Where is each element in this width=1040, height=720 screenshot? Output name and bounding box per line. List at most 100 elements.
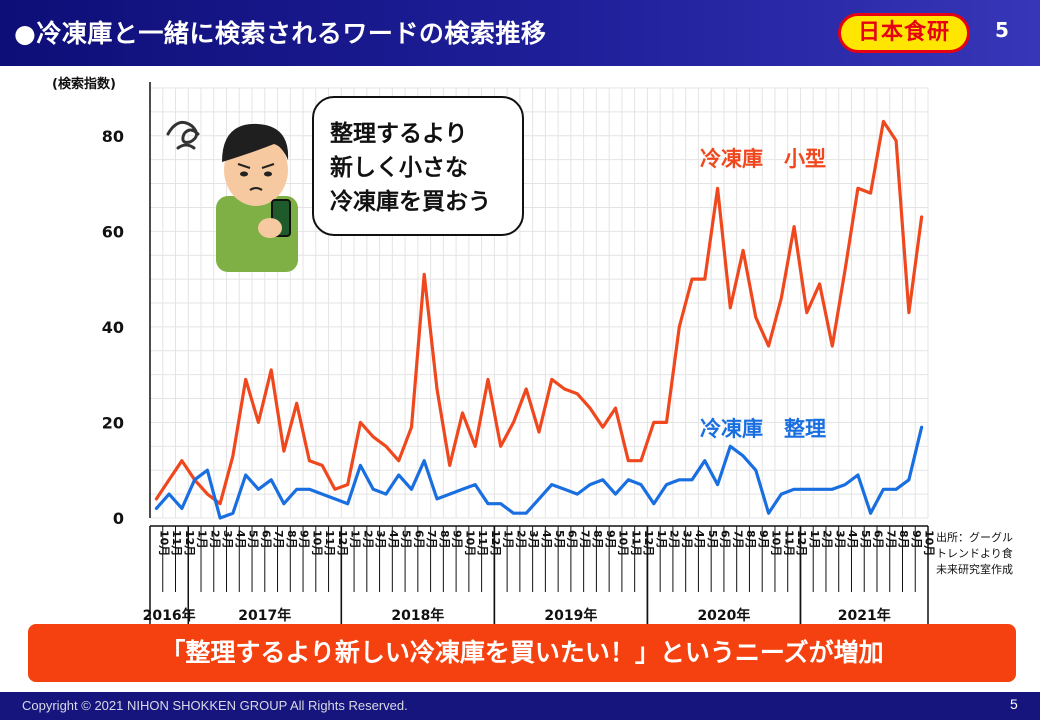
- worried-man-illustration: [166, 120, 298, 272]
- header-bar: ●冷凍庫と一緒に検索されるワードの検索推移 日本食研 5: [0, 0, 1040, 66]
- x-tick-label-month: 7月: [272, 530, 285, 549]
- x-tick-label-month: 4月: [540, 530, 553, 549]
- x-tick-label-month: 11月: [629, 530, 642, 556]
- series-line-small: [154, 119, 924, 506]
- x-tick-label-month: 1月: [196, 530, 209, 549]
- x-tick-label-month: 10月: [463, 530, 476, 556]
- footer-bar: Copyright © 2021 NIHON SHOKKEN GROUP All…: [0, 692, 1040, 720]
- x-tick-label-month: 11月: [170, 530, 183, 556]
- y-tick-label: 0: [113, 509, 124, 528]
- year-label: 2018年: [391, 607, 444, 624]
- x-tick-label-month: 1月: [655, 530, 668, 549]
- conclusion-banner: 「整理するより新しい冷凍庫を買いたい！」というニーズが増加: [28, 624, 1016, 682]
- company-logo: 日本食研: [838, 13, 970, 53]
- x-tick-label-month: 12月: [336, 530, 349, 556]
- x-tick-label-month: 7月: [884, 530, 897, 549]
- series-label-organize: 冷凍庫 整理: [700, 417, 826, 441]
- man-hair: [222, 123, 289, 162]
- bubble-line-1: 整理するより: [330, 121, 468, 147]
- x-tick-label-month: 12月: [795, 530, 808, 556]
- x-tick-label-month: 10月: [770, 530, 783, 556]
- x-tick-label-month: 8月: [438, 530, 451, 549]
- confusion-swirl-icon: [166, 120, 200, 144]
- speech-bubble: 整理するより 新しく小さな 冷凍庫を買おう: [312, 96, 524, 236]
- x-tick-label-month: 1月: [349, 530, 362, 549]
- source-line-3: 未来研究室作成: [936, 563, 1013, 576]
- x-tick-label-month: 8月: [591, 530, 604, 549]
- x-tick-label-month: 9月: [451, 530, 464, 549]
- x-tick-label-month: 2月: [821, 530, 834, 549]
- x-tick-label-month: 3月: [833, 530, 846, 549]
- x-tick-label-month: 10月: [310, 530, 323, 556]
- x-tick-label-month: 2月: [361, 530, 374, 549]
- x-tick-label-month: 5月: [247, 530, 260, 549]
- x-tick-label-month: 7月: [731, 530, 744, 549]
- x-tick-label-month: 4月: [846, 530, 859, 549]
- x-tick-label-month: 8月: [897, 530, 910, 549]
- x-tick-label-month: 4月: [693, 530, 706, 549]
- x-tick-label-month: 6月: [412, 530, 425, 549]
- page-number-bottom: 5: [1010, 696, 1018, 712]
- x-tick-label-month: 9月: [298, 530, 311, 549]
- year-label: 2016年: [143, 607, 196, 624]
- x-tick-label-month: 2月: [208, 530, 221, 549]
- x-tick-label-month: 10月: [617, 530, 630, 556]
- x-tick-label-month: 3月: [527, 530, 540, 549]
- x-tick-label-month: 6月: [566, 530, 579, 549]
- x-tick-label-month: 7月: [425, 530, 438, 549]
- x-tick-label-month: 6月: [719, 530, 732, 549]
- x-tick-label-month: 8月: [285, 530, 298, 549]
- y-tick-label: 40: [102, 318, 124, 337]
- x-tick-label-month: 8月: [744, 530, 757, 549]
- x-tick-label-month: 3月: [680, 530, 693, 549]
- x-tick-label-month: 12月: [642, 530, 655, 556]
- copyright-text: Copyright © 2021 NIHON SHOKKEN GROUP All…: [22, 698, 408, 713]
- x-tick-label-month: 6月: [872, 530, 885, 549]
- x-tick-label-month: 12月: [183, 530, 196, 556]
- page-title: ●冷凍庫と一緒に検索されるワードの検索推移: [14, 19, 547, 48]
- y-tick-label: 60: [102, 222, 124, 241]
- x-tick-label-month: 4月: [387, 530, 400, 549]
- x-tick-label-month: 9月: [910, 530, 923, 549]
- y-axis-title: (検索指数): [52, 76, 116, 92]
- year-label: 2017年: [238, 607, 291, 624]
- x-tick-label-month: 3月: [221, 530, 234, 549]
- x-tick-label-month: 1月: [808, 530, 821, 549]
- series-label-small: 冷凍庫 小型: [700, 147, 826, 171]
- x-tick-label-month: 10月: [157, 530, 170, 556]
- bubble-line-2: 新しく小さな: [330, 155, 468, 181]
- source-line-1: 出所：グーグル: [936, 531, 1013, 544]
- bubble-line-3: 冷凍庫を買おう: [330, 189, 491, 215]
- source-note: 出所：グーグル トレンドより食 未来研究室作成: [936, 530, 1040, 578]
- x-tick-label-month: 5月: [553, 530, 566, 549]
- chart-grid: [149, 87, 929, 519]
- series-line-organize: [154, 425, 924, 520]
- man-hand: [258, 218, 282, 238]
- x-tick-label-month: 11月: [782, 530, 795, 556]
- x-tick-label-month: 2月: [668, 530, 681, 549]
- x-tick-label-month: 10月: [923, 530, 936, 556]
- y-tick-label: 80: [102, 127, 124, 146]
- x-tick-label-month: 11月: [476, 530, 489, 556]
- x-tick-label-month: 7月: [578, 530, 591, 549]
- x-tick-label-month: 4月: [234, 530, 247, 549]
- x-tick-label-month: 2月: [514, 530, 527, 549]
- x-tick-label-month: 5月: [859, 530, 872, 549]
- y-tick-label: 20: [102, 413, 124, 432]
- x-tick-label-month: 12月: [489, 530, 502, 556]
- source-line-2: トレンドより食: [936, 547, 1013, 560]
- chart-series: [154, 119, 924, 520]
- page-number-top: 5: [995, 18, 1009, 42]
- x-tick-label-month: 5月: [400, 530, 413, 549]
- year-label: 2021年: [838, 607, 891, 624]
- x-tick-label-month: 3月: [374, 530, 387, 549]
- x-tick-label-month: 11月: [323, 530, 336, 556]
- chart-axes: [149, 82, 929, 634]
- x-tick-label-month: 1月: [502, 530, 515, 549]
- x-tick-label-month: 9月: [604, 530, 617, 549]
- x-tick-label-month: 5月: [706, 530, 719, 549]
- x-tick-label-month: 6月: [259, 530, 272, 549]
- year-label: 2019年: [544, 607, 597, 624]
